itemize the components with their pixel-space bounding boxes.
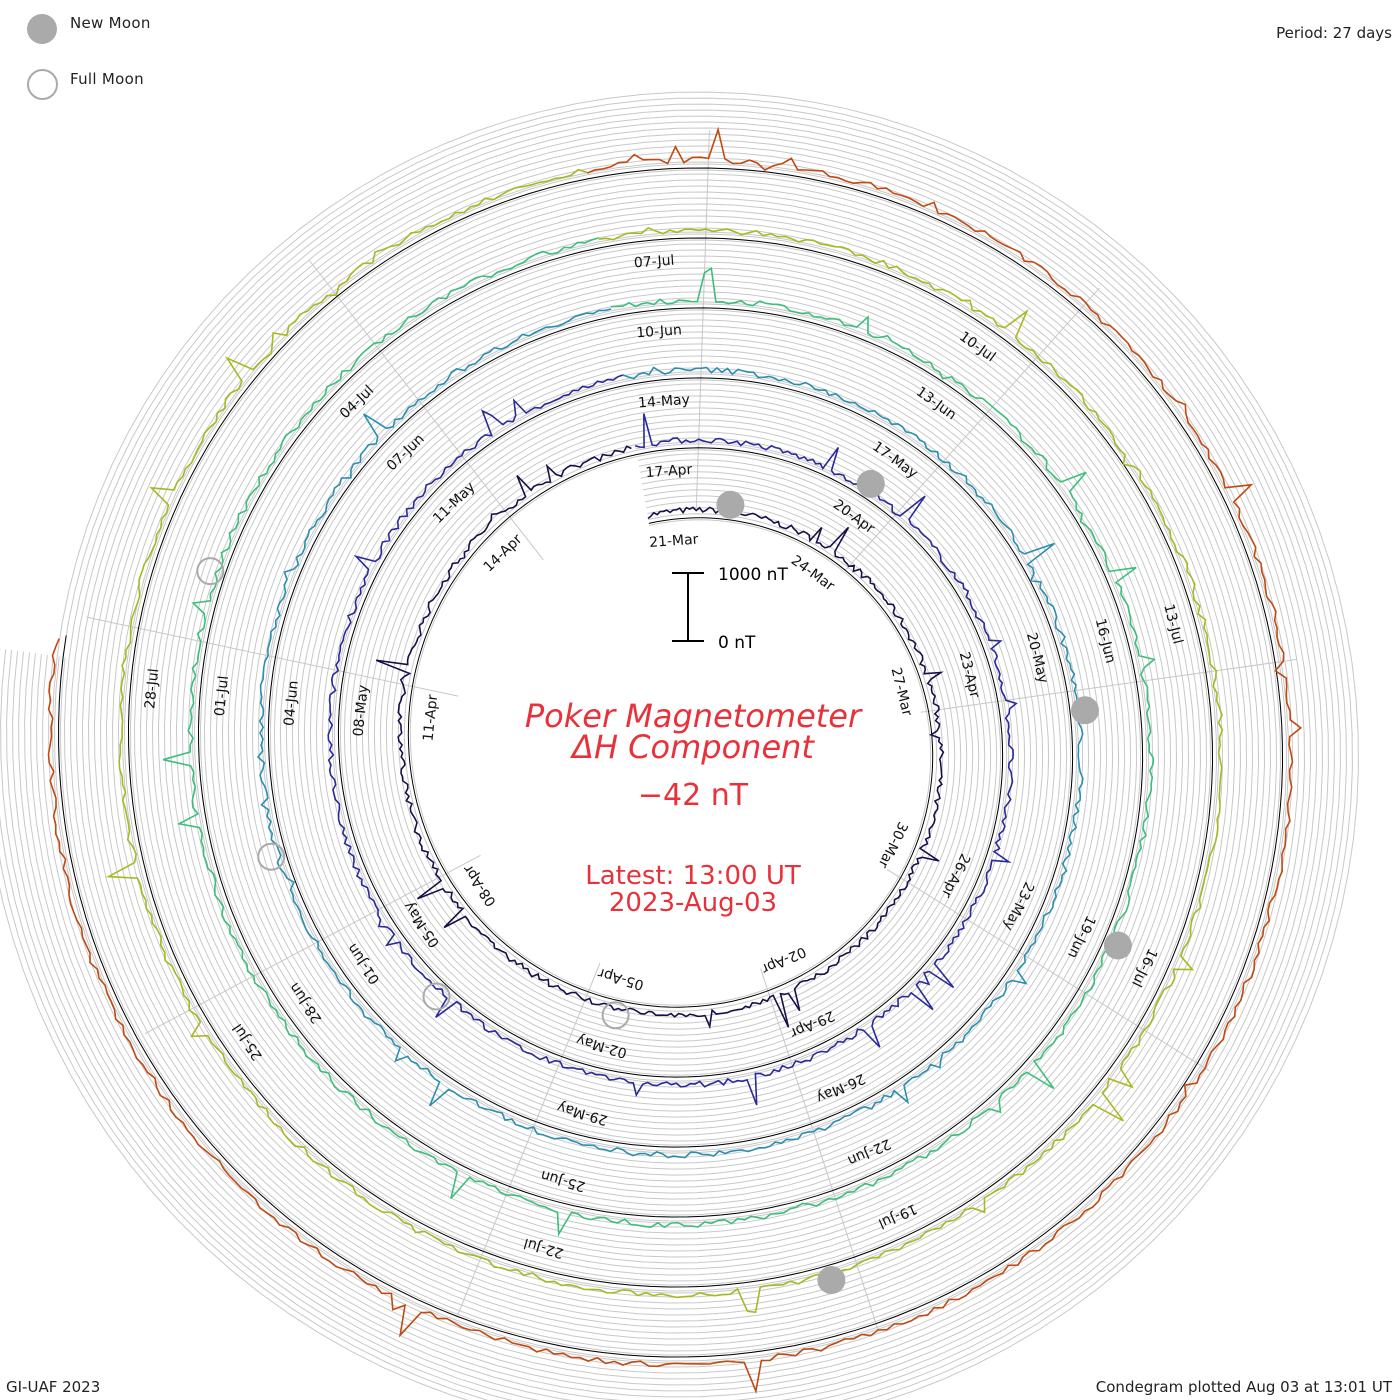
trace-cycle-3 [256,308,1084,1159]
date-label: 04-Jun [281,680,302,727]
baseline-layer [58,167,1284,1358]
date-label: 08-Apr [460,861,500,909]
plotted-label: Condegram plotted Aug 03 at 13:01 UT [1095,1378,1392,1396]
title-line-2: ΔH Component [569,728,815,766]
baseline-spiral [58,167,1284,1358]
grid-spoke [887,869,1210,1072]
series-layer [47,126,1303,1394]
grid-spiral [48,157,1294,1368]
new-moon-marker [716,490,745,519]
grid-spoke [308,260,544,561]
new-moon-marker [1071,696,1099,725]
date-label: 08-May [351,684,372,737]
trace-cycle-4 [162,237,1156,1237]
grid-spoke [920,658,1298,713]
period-label: Period: 27 days [1276,24,1392,42]
date-label: 17-Apr [645,462,693,481]
date-label: 07-Jul [633,253,675,272]
date-label: 11-May [430,479,478,527]
grid-spoke [144,854,481,1035]
full-moon-marker [601,1001,630,1030]
new-moon-marker [1103,931,1132,960]
grid-spiral [18,127,1323,1398]
grid-spiral [54,163,1288,1362]
date-label: 05-May [401,898,443,950]
date-label: 30-Mar [874,819,910,871]
trace-cycle-6 [47,126,1303,1394]
trace-cycle-1 [375,445,945,1030]
new-moon-marker [856,469,885,498]
date-label: 05-Apr [596,964,646,992]
latest-date: 2023-Aug-03 [609,888,777,918]
grid-spiral [12,121,1329,1400]
current-value: −42 nT [638,778,749,813]
date-label: 19-Jun [1064,913,1098,961]
grid-spoke [86,616,459,697]
full-moon-icon [27,69,58,100]
full-moon-marker [196,557,225,586]
date-label: 23-Apr [956,650,983,699]
credit-label: GI-UAF 2023 [6,1378,101,1396]
date-label: 01-Jul [212,675,232,717]
date-label: 28-Jul [142,668,162,710]
latest-time: Latest: 13:00 UT [585,861,801,891]
grid-spoke [695,130,710,511]
new-moon-icon [27,14,57,44]
date-label: 14-May [638,392,691,412]
grid-spiral [0,109,1341,1400]
grid-spiral [24,133,1318,1392]
date-label: 21-Mar [649,532,700,551]
trace-cycle-2 [327,374,1018,1106]
date-label: 29-Apr [787,1007,836,1041]
scale-top-label: 1000 nT [718,565,788,585]
grid-spiral [36,145,1306,1380]
grid-spoke [457,962,601,1316]
full-moon-label: Full Moon [70,70,144,88]
date-label: 16-Jun [1092,617,1119,665]
date-label: 22-Jun [845,1135,893,1168]
date-label: 27-Mar [887,666,915,718]
date-label: 26-Apr [938,851,973,900]
full-moon-marker [257,842,286,871]
grid-spiral [30,139,1312,1386]
grid-spoke [844,287,1100,571]
scale-bar: 1000 nT 0 nT [672,565,788,653]
scale-bottom-label: 0 nT [718,633,756,653]
new-moon-label: New Moon [70,14,151,32]
title-line-1: Poker Magnetometer [525,697,863,735]
date-label: 22-Jul [522,1235,565,1262]
date-label: 02-Apr [759,943,808,977]
grid-spoke [760,968,879,1331]
date-label: 10-Jun [636,322,683,341]
full-moon-marker [422,982,451,1011]
new-moon-marker [817,1266,846,1295]
legend: New Moon Full Moon [20,8,220,108]
date-label: 11-Apr [420,694,441,742]
grid-spiral [0,103,1347,1400]
grid-spiral [42,151,1300,1374]
grid-spiral [59,169,1282,1356]
moon-layer [196,469,1132,1295]
trace-cycle-5 [105,168,1224,1314]
grid-spiral [6,115,1335,1400]
center-title: Poker Magnetometer ΔH Component −42 nT L… [525,697,863,918]
